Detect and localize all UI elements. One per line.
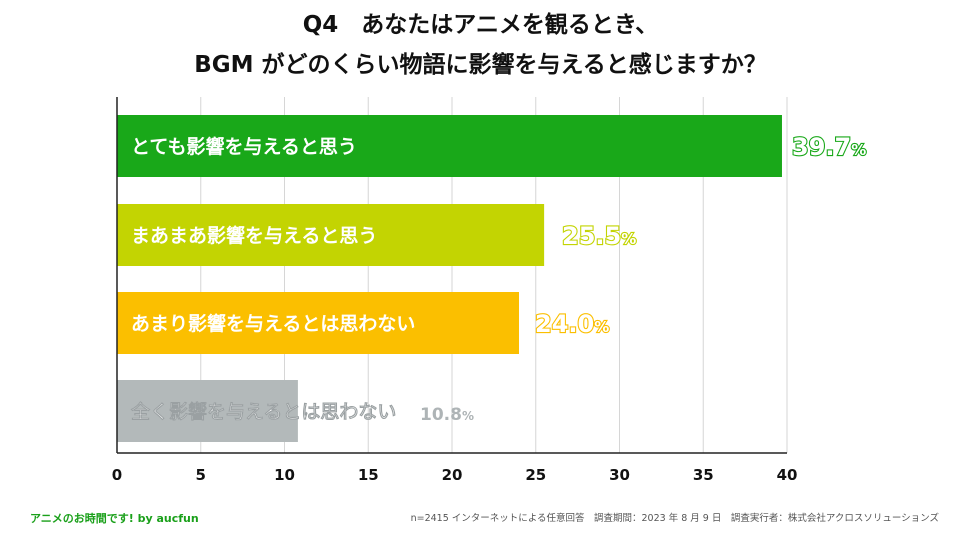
- x-tick-label-0: 0: [112, 466, 122, 484]
- survey-note: n=2415 インターネットによる任意回答 調査期間：2023 年 8 月 9 …: [410, 513, 939, 524]
- x-tick-label-20: 20: [442, 466, 463, 484]
- x-tick-label-30: 30: [609, 466, 630, 484]
- bar-2: [117, 204, 545, 266]
- value-label-4: 10.8%: [420, 405, 474, 425]
- bar-1: [117, 115, 782, 177]
- x-tick-label-5: 5: [196, 466, 206, 484]
- x-tick-label-15: 15: [358, 466, 379, 484]
- value-label-1: 39.7%: [792, 133, 866, 161]
- category-label-4: 全く影響を与えるとは思わない: [130, 400, 396, 423]
- bar-3: [117, 292, 519, 354]
- brand-credit: アニメのお時間です! by aucfun: [30, 512, 199, 525]
- bar-4: [117, 380, 298, 442]
- x-tick-label-35: 35: [693, 466, 714, 484]
- value-label-3: 24.0%: [535, 310, 609, 338]
- value-label-2: 25.5%: [562, 222, 636, 250]
- category-label-1: とても影響を与えると思う: [131, 135, 357, 158]
- x-tick-label-10: 10: [274, 466, 295, 484]
- x-tick-label-40: 40: [777, 466, 798, 484]
- x-tick-label-25: 25: [525, 466, 546, 484]
- category-label-3: あまり影響を与えるとは思わない: [131, 312, 415, 335]
- category-label-2: まあまあ影響を与えると思う: [131, 224, 377, 247]
- chart-title-line-1: Q4 あなたはアニメを観るとき、: [302, 12, 659, 38]
- chart-title-line-2: BGM がどのくらい物語に影響を与えると感じますか？: [194, 52, 767, 78]
